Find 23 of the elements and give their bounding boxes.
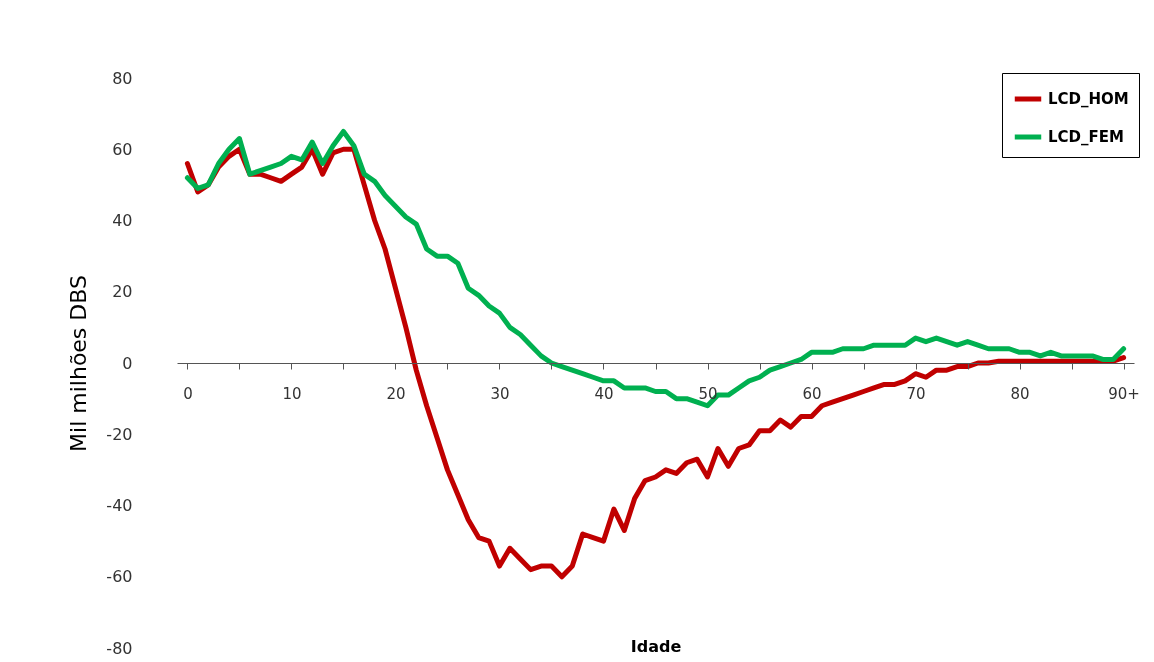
legend-label: LCD_HOM	[1048, 90, 1129, 108]
y-axis-title: Mil milhões DBS	[66, 275, 92, 452]
y-tick-label: 40	[112, 211, 133, 230]
x-axis-title: Idade	[630, 636, 682, 656]
legend-label: LCD_FEM	[1048, 128, 1124, 146]
y-tick-label: 0	[122, 353, 133, 373]
x-tick-label: 60	[802, 384, 822, 403]
x-tick-label: 40	[594, 384, 614, 403]
x-tick-label: 20	[386, 384, 406, 403]
y-tick-label: 80	[112, 68, 133, 88]
x-tick-label: 70	[906, 384, 926, 403]
y-tick-label: 20	[112, 282, 133, 302]
x-tick-label: 80	[1010, 384, 1030, 403]
y-tick-label: -60	[106, 567, 133, 587]
x-tick-label: 10	[282, 384, 302, 403]
x-tick-label: 0	[183, 384, 193, 403]
y-tick-label: 60	[112, 139, 133, 159]
y-tick-label: -40	[106, 496, 133, 515]
x-tick-label: 30	[490, 384, 510, 403]
y-tick-label: -20	[106, 424, 133, 444]
x-tick-label: 50	[698, 384, 718, 403]
y-tick-label: -80	[106, 638, 133, 658]
x-tick-label: 90+	[1108, 384, 1140, 403]
